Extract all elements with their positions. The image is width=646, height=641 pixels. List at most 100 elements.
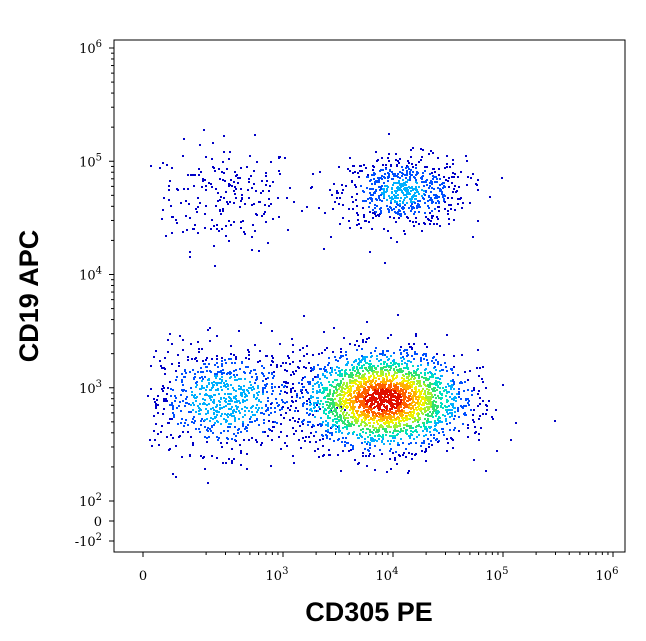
event-dot [236,408,238,410]
event-dot [231,448,233,450]
event-dot [383,379,385,381]
event-dot [260,322,262,324]
event-dot [287,355,289,357]
event-dot [326,404,328,406]
event-dot [214,422,216,424]
event-dot [180,410,182,412]
event-dot [204,213,206,215]
event-dot [364,422,366,424]
event-dot [479,367,481,369]
event-dot [363,374,365,376]
event-dot [382,374,384,376]
event-dot [272,390,274,392]
event-dot [379,353,381,355]
event-dot [328,449,330,451]
event-dot [388,133,390,135]
x-tick-label: 104 [376,566,399,584]
event-dot [445,420,447,422]
event-dot [361,378,363,380]
event-dot [219,404,221,406]
event-dot [397,404,399,406]
event-dot [228,183,230,185]
event-dot [309,441,311,443]
event-dot [285,362,287,364]
event-dot [405,456,407,458]
event-dot [322,403,324,405]
event-dot [407,160,409,162]
event-dot [201,376,203,378]
event-dot [177,423,179,425]
event-dot [371,200,373,202]
event-dot [267,400,269,402]
event-dot [360,386,362,388]
event-dot [287,229,289,231]
event-dot [431,217,433,219]
event-dot [323,368,325,370]
event-dot [380,387,382,389]
event-dot [326,437,328,439]
event-dot [449,409,451,411]
event-dot [320,382,322,384]
event-dot [332,208,334,210]
event-dot [378,438,380,440]
event-dot [417,200,419,202]
event-dot [337,360,339,362]
event-dot [366,428,368,430]
event-dot [378,360,380,362]
event-dot [409,177,411,179]
event-dot [369,211,371,213]
event-dot [418,434,420,436]
event-dot [227,413,229,415]
event-dot [345,398,347,400]
event-dot [453,366,455,368]
event-dot [166,393,168,395]
event-dot [173,414,175,416]
event-dot [396,201,398,203]
event-dot [386,413,388,415]
event-dot [340,390,342,392]
event-dot [240,394,242,396]
event-dot [297,421,299,423]
event-dot [380,210,382,212]
event-dot [246,407,248,409]
event-dot [390,237,392,239]
event-dot [461,207,463,209]
event-dot [424,428,426,430]
event-dot [437,395,439,397]
event-dot [279,343,281,345]
event-dot [235,390,237,392]
event-dot [234,426,236,428]
event-dot [413,395,415,397]
event-dot [366,405,368,407]
event-dot [268,190,270,192]
event-dot [372,169,374,171]
event-dot [349,381,351,383]
event-dot [397,402,399,404]
event-dot [320,400,322,402]
event-dot [344,417,346,419]
event-dot [460,405,462,407]
event-dot [174,395,176,397]
event-dot [221,357,223,359]
event-dot [395,212,397,214]
event-dot [221,171,223,173]
event-dot [412,416,414,418]
event-dot [235,435,237,437]
event-dot [456,393,458,395]
event-dot [244,410,246,412]
event-dot [376,388,378,390]
event-dot [407,425,409,427]
event-dot [366,176,368,178]
event-dot [219,378,221,380]
event-dot [284,391,286,393]
event-dot [260,444,262,446]
event-dot [356,193,358,195]
event-dot [406,363,408,365]
event-dot [349,399,351,401]
event-dot [331,426,333,428]
event-dot [338,388,340,390]
event-dot [301,383,303,385]
event-dot [248,439,250,441]
event-dot [181,418,183,420]
event-dot [200,367,202,369]
